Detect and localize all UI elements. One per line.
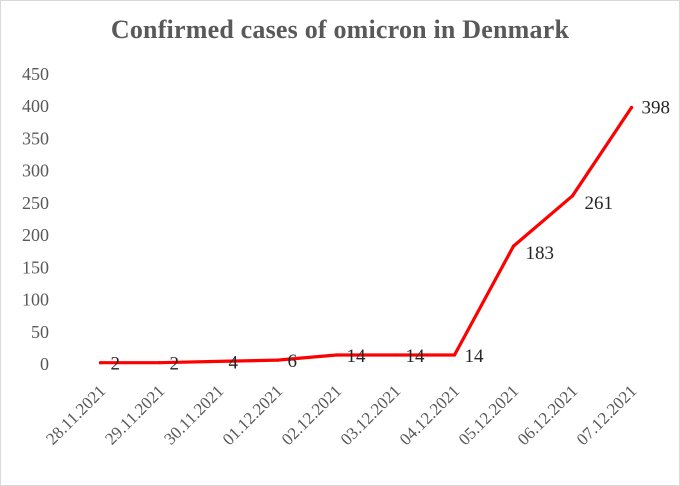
y-tick-label: 450 (22, 64, 49, 84)
x-tick-label: 30.11.2021 (160, 381, 227, 448)
data-point (393, 353, 398, 357)
data-point (629, 105, 634, 110)
x-tick-label: 05.12.2021 (455, 381, 523, 449)
data-labels: 2 2 4 6 14 14 14 183 261 398 (111, 98, 671, 375)
y-tick-label: 150 (22, 257, 49, 277)
data-point (275, 358, 280, 362)
data-label: 14 (406, 346, 426, 367)
y-tick-label: 50 (31, 322, 49, 342)
data-label: 398 (642, 98, 671, 119)
y-tick-label: 250 (22, 193, 49, 213)
chart-title: Confirmed cases of omicron in Denmark (110, 15, 570, 44)
y-tick-label: 400 (22, 96, 49, 116)
x-axis: 28.11.202129.11.202130.11.202101.12.2021… (42, 381, 640, 449)
x-tick-label: 29.11.2021 (101, 381, 168, 448)
data-label: 6 (288, 351, 298, 372)
data-label: 14 (347, 346, 367, 367)
data-point (511, 244, 516, 248)
y-tick-label: 200 (22, 225, 49, 245)
data-label: 4 (229, 352, 239, 373)
x-tick-label: 02.12.2021 (278, 381, 346, 449)
x-tick-label: 28.11.2021 (42, 381, 109, 448)
data-point (157, 361, 162, 365)
data-point (570, 194, 575, 198)
data-point (216, 359, 221, 364)
x-tick-label: 03.12.2021 (337, 381, 405, 449)
data-label: 2 (170, 354, 180, 375)
y-tick-label: 350 (22, 128, 49, 148)
x-tick-label: 06.12.2021 (514, 381, 582, 449)
y-axis: 0 50 100 150 200 250 300 350 400 450 (22, 64, 49, 374)
data-point (334, 353, 339, 357)
data-point (452, 353, 457, 357)
x-tick-label: 01.12.2021 (219, 381, 287, 449)
x-tick-label: 04.12.2021 (396, 381, 464, 449)
y-tick-label: 0 (40, 354, 49, 374)
data-label: 14 (465, 346, 485, 367)
series-line (98, 105, 634, 365)
x-tick-label: 07.12.2021 (573, 381, 641, 449)
data-label: 183 (526, 243, 555, 264)
series-layer (98, 105, 634, 365)
data-label: 261 (585, 193, 614, 214)
data-point (98, 361, 103, 365)
y-tick-label: 100 (22, 290, 49, 310)
y-tick-label: 300 (22, 161, 49, 181)
data-label: 2 (111, 354, 121, 375)
